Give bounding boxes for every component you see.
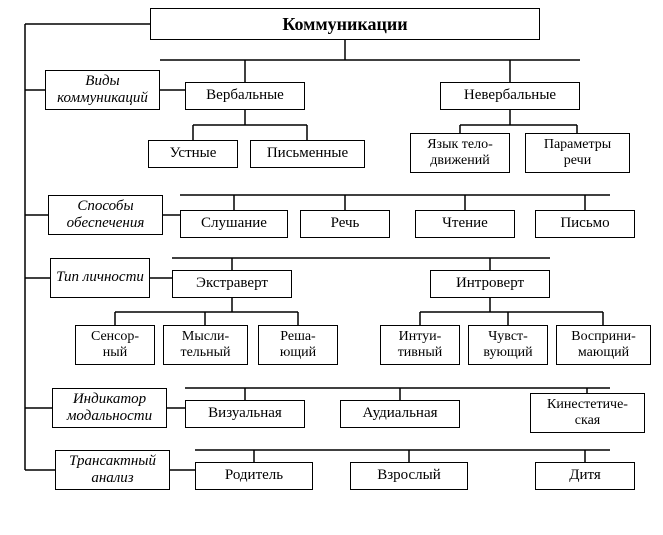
node-audial: Аудиальная <box>340 400 460 428</box>
node-intuitive: Интуи-тивный <box>380 325 460 365</box>
node-kinesthetic: Кинестетиче-ская <box>530 393 645 433</box>
section-label-4: Трансактный анализ <box>55 450 170 490</box>
node-introvert: Интроверт <box>430 270 550 298</box>
node-speech: Речь <box>300 210 390 238</box>
node-root: Коммуникации <box>150 8 540 40</box>
node-visual: Визуальная <box>185 400 305 428</box>
section-label-1: Способы обеспечения <box>48 195 163 235</box>
node-extravert: Экстраверт <box>172 270 292 298</box>
node-listening: Слушание <box>180 210 288 238</box>
node-nonverbal: Невербальные <box>440 82 580 110</box>
node-body: Язык тело-движений <box>410 133 510 173</box>
section-label-0: Виды коммуникаций <box>45 70 160 110</box>
node-adult: Взрослый <box>350 462 468 490</box>
node-perceiving: Восприни-мающий <box>556 325 651 365</box>
node-oral: Устные <box>148 140 238 168</box>
node-written: Письменные <box>250 140 365 168</box>
node-thinking: Мысли-тельный <box>163 325 248 365</box>
node-feeling: Чувст-вующий <box>468 325 548 365</box>
section-label-2: Тип личности <box>50 258 150 298</box>
node-verbal: Вербальные <box>185 82 305 110</box>
node-child: Дитя <box>535 462 635 490</box>
node-writing: Письмо <box>535 210 635 238</box>
node-reading: Чтение <box>415 210 515 238</box>
node-parent: Родитель <box>195 462 313 490</box>
section-label-3: Индикатор модальности <box>52 388 167 428</box>
node-deciding: Реша-ющий <box>258 325 338 365</box>
node-sensory: Сенсор-ный <box>75 325 155 365</box>
node-speech-params: Параметры речи <box>525 133 630 173</box>
